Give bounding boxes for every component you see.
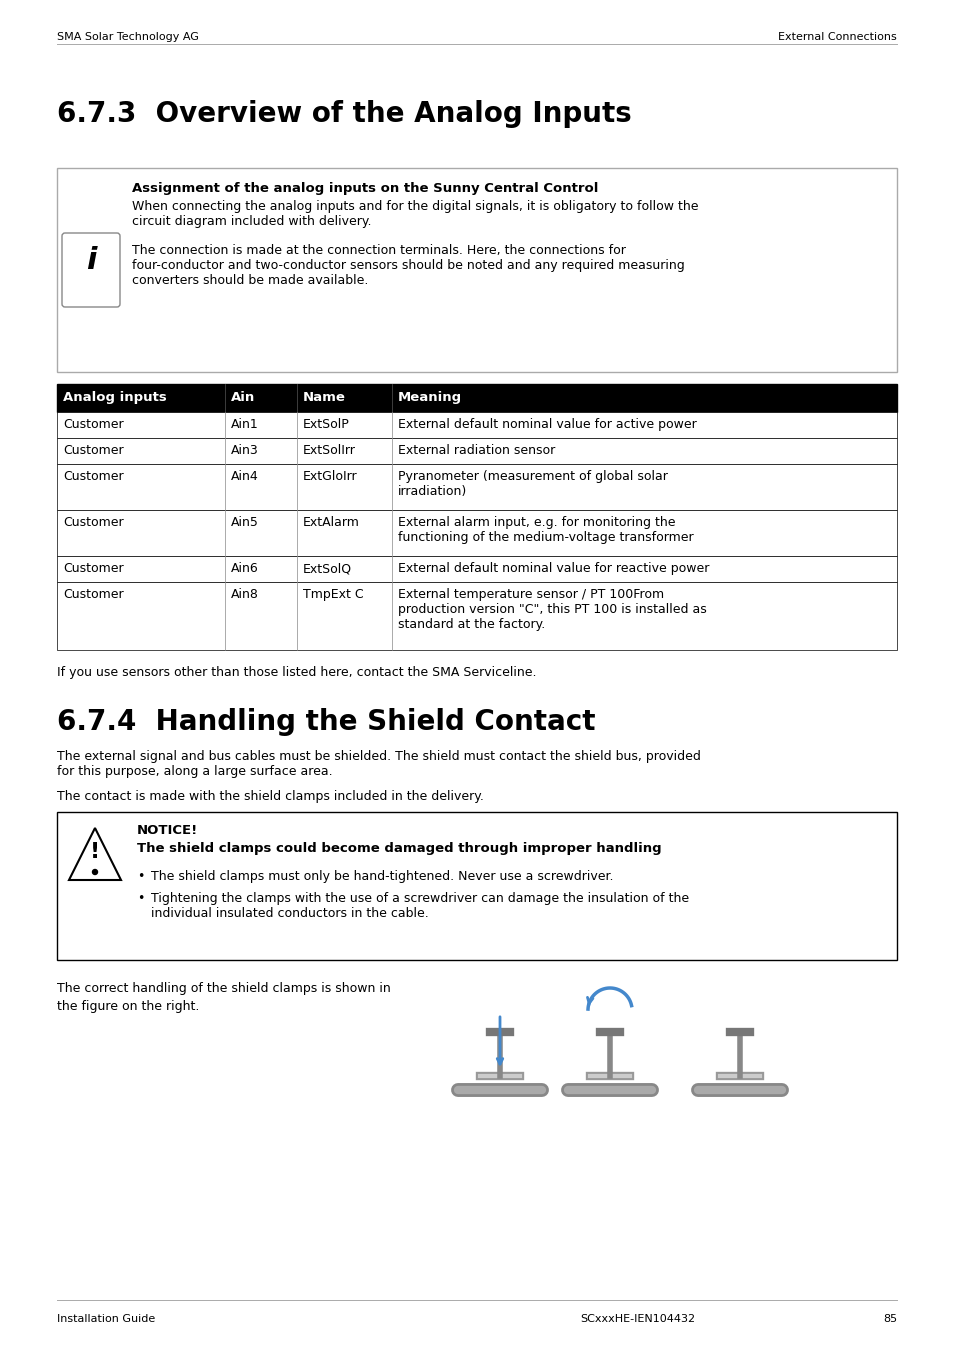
Text: NOTICE!: NOTICE! [137, 823, 198, 837]
Text: Customer: Customer [63, 418, 124, 431]
Text: 6.7.4  Handling the Shield Contact: 6.7.4 Handling the Shield Contact [57, 708, 595, 735]
Text: ExtSolQ: ExtSolQ [303, 562, 352, 575]
Text: If you use sensors other than those listed here, contact the SMA Serviceline.: If you use sensors other than those list… [57, 667, 536, 679]
Text: Ain6: Ain6 [231, 562, 258, 575]
Text: External Connections: External Connections [778, 32, 896, 42]
Text: Ain5: Ain5 [231, 516, 258, 529]
Text: !: ! [90, 842, 100, 863]
Text: Customer: Customer [63, 516, 124, 529]
FancyBboxPatch shape [62, 233, 120, 307]
Text: 85: 85 [882, 1314, 896, 1324]
Text: SCxxxHE-IEN104432: SCxxxHE-IEN104432 [579, 1314, 695, 1324]
Text: When connecting the analog inputs and for the digital signals, it is obligatory : When connecting the analog inputs and fo… [132, 200, 698, 228]
Text: The connection is made at the connection terminals. Here, the connections for
fo: The connection is made at the connection… [132, 243, 684, 287]
Text: External default nominal value for reactive power: External default nominal value for react… [397, 562, 709, 575]
Text: The shield clamps must only be hand-tightened. Never use a screwdriver.: The shield clamps must only be hand-tigh… [151, 869, 613, 883]
Text: i: i [86, 246, 96, 274]
Text: Customer: Customer [63, 562, 124, 575]
Text: Name: Name [303, 391, 346, 404]
Bar [57, 510, 896, 556]
Bar [57, 464, 896, 510]
Text: Ain8: Ain8 [231, 588, 258, 602]
Text: Ain3: Ain3 [231, 443, 258, 457]
Text: External alarm input, e.g. for monitoring the
functioning of the medium-voltage : External alarm input, e.g. for monitorin… [397, 516, 693, 544]
Text: Customer: Customer [63, 588, 124, 602]
Text: ExtSolP: ExtSolP [303, 418, 350, 431]
Text: Ain1: Ain1 [231, 418, 258, 431]
Polygon shape [69, 827, 121, 880]
Text: TmpExt C: TmpExt C [303, 588, 363, 602]
Text: 6.7.3  Overview of the Analog Inputs: 6.7.3 Overview of the Analog Inputs [57, 100, 631, 128]
Text: •: • [137, 892, 144, 904]
Text: External default nominal value for active power: External default nominal value for activ… [397, 418, 696, 431]
Text: Analog inputs: Analog inputs [63, 391, 167, 404]
Text: Tightening the clamps with the use of a screwdriver can damage the insulation of: Tightening the clamps with the use of a … [151, 892, 688, 919]
Text: ExtAlarm: ExtAlarm [303, 516, 359, 529]
Text: The external signal and bus cables must be shielded. The shield must contact the: The external signal and bus cables must … [57, 750, 700, 777]
Text: The correct handling of the shield clamps is shown in: The correct handling of the shield clamp… [57, 982, 391, 995]
Text: Ain4: Ain4 [231, 470, 258, 483]
Text: •: • [137, 869, 144, 883]
Bar [57, 556, 896, 581]
Text: Assignment of the analog inputs on the Sunny Central Control: Assignment of the analog inputs on the S… [132, 183, 598, 195]
Text: SMA Solar Technology AG: SMA Solar Technology AG [57, 32, 198, 42]
Bar [57, 412, 896, 438]
Text: The shield clamps could become damaged through improper handling: The shield clamps could become damaged t… [137, 842, 661, 854]
Text: the figure on the right.: the figure on the right. [57, 1000, 199, 1013]
Text: Pyranometer (measurement of global solar
irradiation): Pyranometer (measurement of global solar… [397, 470, 667, 498]
Bar [57, 384, 896, 412]
Bar [57, 813, 896, 960]
Text: The contact is made with the shield clamps included in the delivery.: The contact is made with the shield clam… [57, 790, 483, 803]
Text: Meaning: Meaning [397, 391, 461, 404]
Text: Customer: Customer [63, 443, 124, 457]
Text: Installation Guide: Installation Guide [57, 1314, 155, 1324]
Circle shape [92, 869, 97, 875]
Text: Customer: Customer [63, 470, 124, 483]
Text: Ain: Ain [231, 391, 255, 404]
Bar [57, 438, 896, 464]
Text: ExtSolIrr: ExtSolIrr [303, 443, 355, 457]
Text: External radiation sensor: External radiation sensor [397, 443, 555, 457]
Text: External temperature sensor / PT 100From
production version "C", this PT 100 is : External temperature sensor / PT 100From… [397, 588, 706, 631]
Bar [57, 168, 896, 372]
Bar [57, 581, 896, 650]
Text: ExtGloIrr: ExtGloIrr [303, 470, 357, 483]
